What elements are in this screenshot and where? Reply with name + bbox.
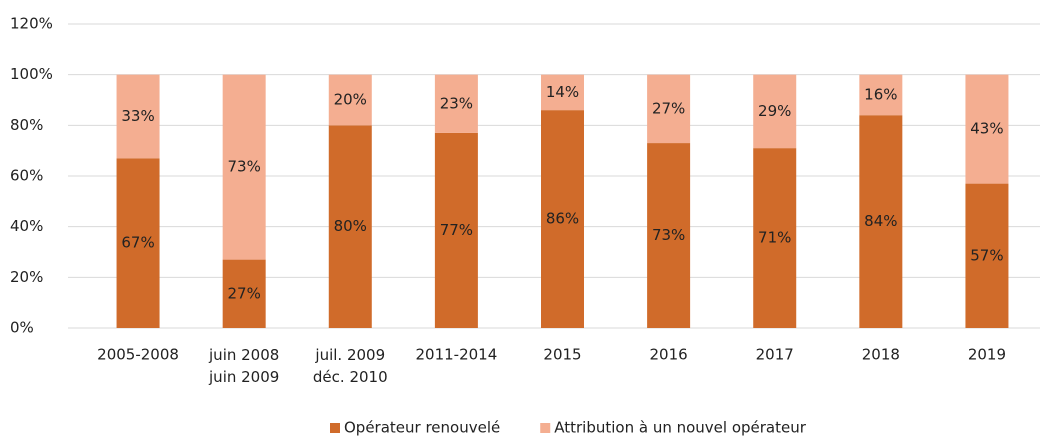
- bar-segment: [859, 115, 903, 328]
- y-tick-label: 80%: [10, 116, 43, 134]
- bar-segment: [541, 74, 584, 111]
- data-label: 84%: [864, 212, 897, 230]
- bar-segment: [222, 74, 266, 260]
- y-tick-label: 120%: [10, 15, 53, 33]
- bar-segment: [116, 158, 160, 328]
- x-tick-label: 2017: [756, 346, 794, 364]
- bar-segment: [647, 143, 691, 328]
- data-label: 43%: [970, 120, 1003, 138]
- bar-segment: [541, 110, 584, 328]
- data-label: 14%: [546, 83, 579, 101]
- data-label: 23%: [440, 94, 473, 112]
- data-label: 16%: [864, 85, 897, 103]
- data-label: 86%: [546, 210, 579, 228]
- y-tick-label: 60%: [10, 167, 43, 185]
- data-label: 57%: [970, 246, 1003, 264]
- bar-segment: [859, 74, 903, 116]
- data-label: 27%: [227, 284, 260, 302]
- bar-segment: [647, 74, 691, 144]
- data-label: 29%: [758, 102, 791, 120]
- x-tick-label: juil. 2009 déc. 2010: [313, 346, 388, 386]
- data-label: 71%: [758, 229, 791, 247]
- x-tick-label: 2011-2014: [416, 346, 498, 364]
- data-label: 80%: [334, 217, 367, 235]
- bar-segment: [965, 74, 1009, 184]
- legend-swatch: [330, 423, 340, 433]
- x-tick-label: 2016: [650, 346, 688, 364]
- bar-segment: [434, 74, 478, 133]
- x-tick-label: juin 2008 juin 2009: [208, 346, 279, 386]
- bar-segment: [328, 125, 372, 328]
- legend-swatch: [540, 423, 551, 433]
- legend-label: Attribution à un nouvel opérateur: [554, 419, 807, 437]
- y-tick-label: 0%: [10, 319, 34, 337]
- data-label: 67%: [121, 234, 154, 252]
- data-label: 73%: [652, 226, 685, 244]
- x-tick-label: 2015: [543, 346, 581, 364]
- bar-segment: [753, 148, 797, 328]
- y-tick-label: 20%: [10, 268, 43, 286]
- bar-segment: [116, 74, 160, 159]
- x-tick-label: 2005-2008: [97, 346, 179, 364]
- data-label: 73%: [227, 158, 260, 176]
- y-tick-label: 40%: [10, 217, 43, 235]
- x-tick-label: 2019: [968, 346, 1006, 364]
- data-label: 33%: [121, 107, 154, 125]
- data-label: 27%: [652, 99, 685, 117]
- data-label: 77%: [440, 221, 473, 239]
- bar-segment: [753, 74, 797, 149]
- legend-label: Opérateur renouvelé: [344, 419, 500, 437]
- bar-segment: [222, 259, 266, 328]
- data-label: 20%: [334, 91, 367, 109]
- y-tick-label: 100%: [10, 65, 53, 83]
- x-tick-label: 2018: [862, 346, 900, 364]
- bar-segment: [434, 132, 478, 328]
- bar-segment: [965, 183, 1009, 328]
- bar-segment: [328, 74, 372, 126]
